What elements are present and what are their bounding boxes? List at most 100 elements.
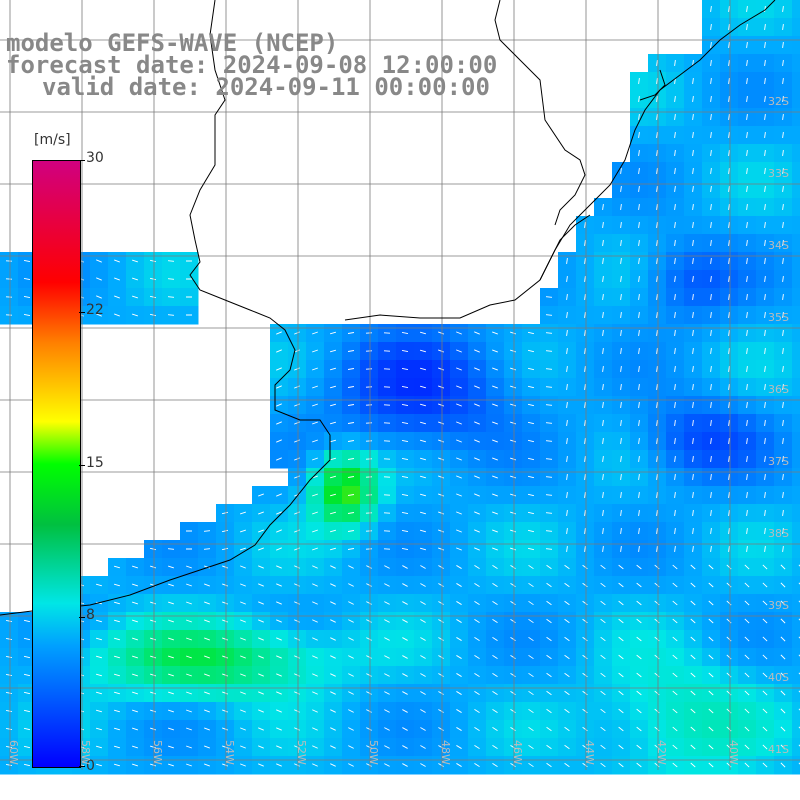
wind-arrow <box>312 763 318 767</box>
wind-arrow <box>746 365 748 373</box>
wind-arrow <box>456 673 462 677</box>
wind-arrow <box>782 455 784 463</box>
colorbar-tick-8: 8 <box>86 607 95 623</box>
wind-arrow <box>258 745 264 749</box>
wind-arrow <box>420 727 426 731</box>
colorbar <box>32 160 81 768</box>
wind-arrow <box>728 293 730 301</box>
wind-arrow <box>510 654 516 660</box>
wind-arrow <box>347 404 355 406</box>
wind-arrow <box>167 314 175 316</box>
wind-arrow <box>203 530 211 532</box>
wind-cell <box>792 360 800 379</box>
wind-arrow <box>312 403 318 407</box>
wind-arrow <box>764 329 766 337</box>
wind-arrow <box>474 493 480 497</box>
wind-arrow <box>656 131 658 139</box>
wind-arrow <box>728 491 730 499</box>
wind-arrow <box>620 347 622 355</box>
wind-arrow <box>620 329 622 337</box>
wind-arrow <box>204 745 210 749</box>
wind-arrow <box>510 511 516 515</box>
wind-arrow <box>674 527 676 535</box>
wind-arrow <box>602 365 604 373</box>
wind-arrow <box>600 708 606 714</box>
wind-arrow <box>656 527 658 535</box>
wind-arrow <box>710 5 712 13</box>
wind-arrow <box>636 564 642 570</box>
wind-cell <box>792 306 800 325</box>
wind-arrow <box>672 672 678 678</box>
wind-arrow <box>168 637 174 641</box>
wind-arrow <box>329 439 337 443</box>
wind-arrow <box>654 600 660 606</box>
wind-arrow <box>438 727 444 731</box>
wind-arrow <box>438 439 444 443</box>
wind-arrow <box>564 564 570 570</box>
wind-arrow <box>456 439 462 443</box>
wind-arrow <box>456 565 462 569</box>
wind-arrow <box>258 565 264 569</box>
wind-arrow <box>656 167 658 175</box>
wind-arrow <box>95 745 103 749</box>
wind-arrow <box>401 350 409 352</box>
wind-arrow <box>456 385 462 389</box>
wind-arrow <box>456 457 462 461</box>
wind-arrow <box>674 455 676 463</box>
wind-arrow <box>492 475 498 479</box>
colorbar-mark <box>79 617 85 618</box>
wind-cell <box>792 738 800 757</box>
wind-arrow <box>566 437 568 445</box>
wind-arrow <box>401 440 409 442</box>
wind-arrow <box>168 691 174 695</box>
wind-arrow <box>566 257 568 265</box>
wind-arrow <box>347 458 355 460</box>
wind-arrow <box>545 368 553 370</box>
wind-arrow <box>674 293 676 301</box>
wind-arrow <box>620 437 622 445</box>
wind-arrow <box>746 293 748 301</box>
wind-arrow <box>276 547 282 551</box>
wind-arrow <box>95 727 103 731</box>
wind-cell <box>792 666 800 685</box>
wind-arrow <box>23 260 31 262</box>
wind-arrow <box>710 293 712 301</box>
wind-arrow <box>186 709 192 713</box>
wind-arrow <box>329 367 337 371</box>
wind-arrow <box>674 149 676 157</box>
wind-arrow <box>312 511 318 515</box>
wind-arrow <box>782 113 784 121</box>
wind-arrow <box>618 564 624 570</box>
title-line-forecast: forecast date: 2024-09-08 12:00:00 <box>6 51 498 79</box>
wind-arrow <box>510 618 516 624</box>
wind-arrow <box>690 582 696 588</box>
wind-arrow <box>474 529 480 533</box>
wind-arrow <box>764 77 766 85</box>
wind-arrow <box>492 636 498 642</box>
wind-arrow <box>113 673 121 677</box>
wind-arrow <box>222 637 228 641</box>
wind-arrow <box>510 529 516 533</box>
wind-arrow <box>690 636 696 642</box>
wind-arrow <box>780 618 786 624</box>
longitude-label: 48W <box>439 740 452 765</box>
wind-arrow <box>419 529 427 533</box>
wind-arrow <box>186 727 192 731</box>
wind-arrow <box>528 654 534 660</box>
wind-arrow <box>419 493 427 497</box>
wind-arrow <box>674 437 676 445</box>
wind-arrow <box>96 259 102 263</box>
wind-arrow <box>510 636 516 642</box>
wind-arrow <box>294 349 300 353</box>
wind-arrow <box>402 583 408 587</box>
wind-arrow <box>746 311 748 319</box>
wind-arrow <box>438 457 444 461</box>
wind-cell <box>792 288 800 307</box>
wind-arrow <box>546 618 552 624</box>
wind-arrow <box>474 709 480 713</box>
wind-arrow <box>582 708 588 714</box>
wind-arrow <box>620 419 622 427</box>
wind-arrow <box>620 203 622 211</box>
wind-arrow <box>602 347 604 355</box>
wind-arrow <box>620 473 622 481</box>
